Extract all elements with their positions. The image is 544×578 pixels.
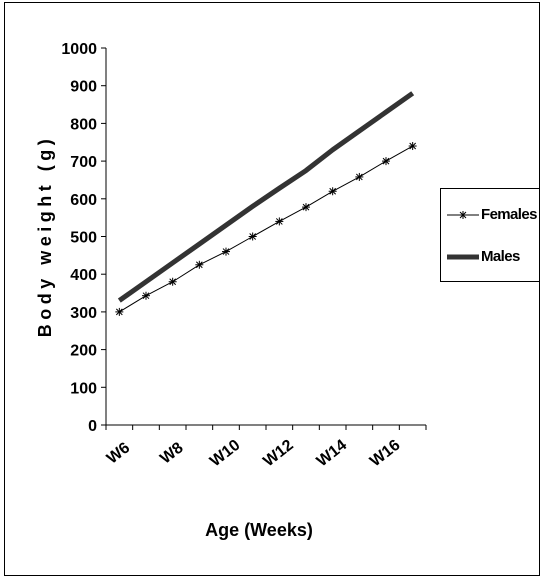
x-axis: W6 W8 W10 W12 W14 W16 — [104, 424, 427, 471]
x-tick-label: W12 — [260, 437, 296, 471]
legend-swatch-males — [447, 254, 479, 260]
y-tick-label: 500 — [70, 230, 97, 247]
data-point-females — [302, 203, 310, 212]
x-tick-label: W16 — [367, 437, 403, 471]
x-tick-label: W8 — [157, 439, 186, 467]
data-point-females — [382, 157, 390, 166]
y-tick-label: 800 — [70, 116, 97, 133]
y-tick-label: 900 — [70, 79, 97, 96]
legend-entry-males: Males — [441, 247, 541, 267]
legend: Females Males — [440, 188, 540, 282]
legend-swatch-females — [447, 211, 479, 219]
data-point-females — [355, 172, 364, 181]
y-tick-label: 0 — [88, 418, 97, 435]
legend-entry-females: Females — [441, 205, 541, 225]
data-point-females — [115, 307, 124, 316]
y-tick-label: 700 — [70, 154, 97, 171]
series-group — [115, 91, 417, 316]
data-point-females — [222, 247, 230, 256]
data-point-females — [142, 291, 150, 300]
y-axis: 0 100 200 300 400 500 600 700 800 900 1000 — [61, 41, 107, 435]
y-tick-label: 600 — [70, 192, 97, 209]
data-point-females — [195, 260, 204, 269]
y-tick-label: 100 — [70, 380, 97, 397]
x-axis-title: Age (Weeks) — [205, 520, 313, 540]
x-tick-label: W6 — [104, 439, 133, 467]
data-point-females — [328, 187, 337, 196]
chart-area — [4, 2, 540, 576]
legend-label-males: Males — [481, 248, 520, 265]
data-point-females — [275, 217, 284, 226]
data-point-females — [408, 142, 417, 151]
series-line-males — [117, 91, 415, 303]
x-tick-label: W10 — [207, 437, 243, 471]
y-axis-title: Body weight (g) — [35, 135, 55, 337]
y-tick-label: 1000 — [61, 41, 97, 58]
legend-label-females: Females — [481, 206, 537, 223]
y-tick-label: 300 — [70, 305, 97, 322]
y-tick-label: 200 — [70, 343, 97, 360]
x-tick-label: W14 — [314, 437, 350, 471]
y-tick-label: 400 — [70, 267, 97, 284]
data-point-females — [168, 277, 177, 286]
data-point-females — [248, 232, 257, 241]
series-line-females — [119, 145, 413, 313]
